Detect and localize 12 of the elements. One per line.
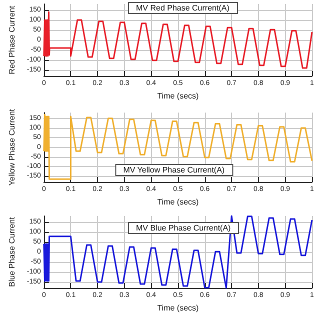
x-axis-title: Time (secs)	[157, 198, 200, 206]
x-axis-title: Time (secs)	[157, 92, 200, 100]
y-axis-title: Red Phase Current	[8, 4, 16, 74]
annotation: MV Red Phase Current(A)	[136, 4, 230, 12]
annotation: MV Blue Phase Current(A)	[136, 224, 232, 232]
x-axis-title: Time (secs)	[157, 304, 200, 312]
annotation: MV Yellow Phase Current(A)	[123, 166, 225, 174]
y-axis-title: Blue Phase Current	[8, 216, 16, 287]
line-series	[43, 11, 313, 69]
line-series	[43, 114, 313, 180]
y-axis-title: Yellow Phase Current	[8, 108, 16, 186]
line-series	[43, 215, 313, 289]
